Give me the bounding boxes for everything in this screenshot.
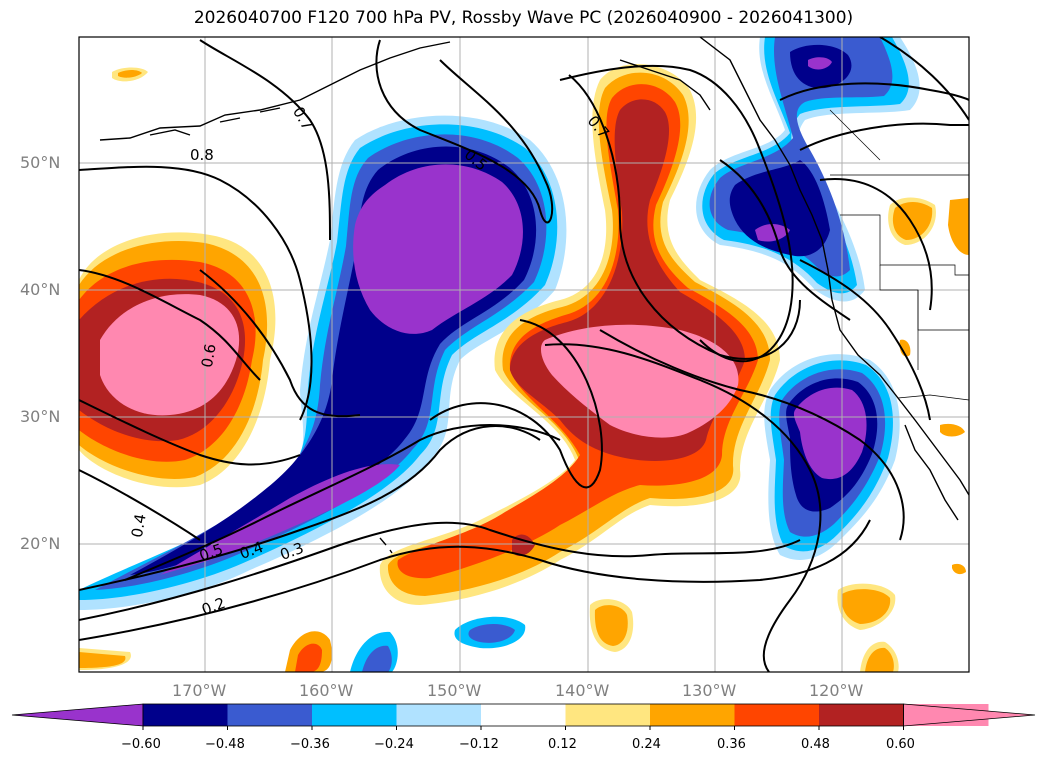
longitude-label: 150°W (427, 681, 482, 700)
colorbar-tick-label: 0.12 (548, 737, 577, 752)
pv-positive-small-se2-orange (865, 647, 894, 672)
political-borders (829, 109, 969, 401)
colorbar-segment (565, 704, 651, 726)
pv-positive-small-e2 (948, 198, 969, 255)
colorbar-tick-label: −0.24 (374, 737, 414, 752)
colorbar-segment (143, 704, 228, 726)
longitude-label: 130°W (682, 681, 737, 700)
latitude-label: 20°N (20, 534, 61, 553)
colorbar-segment (734, 704, 820, 726)
colorbar (11, 703, 1036, 730)
pv-positive-small-nw-orange (118, 70, 142, 78)
pv-positive-small-s4-orange (594, 605, 628, 646)
pv-positive-south-darkred (512, 534, 535, 556)
colorbar-tick-label: 0.48 (801, 737, 830, 752)
colorbar-segment (819, 704, 904, 726)
colorbar-extend-min (11, 703, 144, 727)
pv-positive-small-sw-orange (79, 652, 126, 668)
pv-positive-small-e4 (952, 563, 966, 575)
contour-label: 0.4 (128, 512, 150, 539)
pv-negative-se-purple (793, 387, 867, 480)
longitude-label: 140°W (555, 681, 610, 700)
colorbar-frame (142, 703, 904, 727)
pv-negative-small-s2-blue (362, 645, 392, 672)
map-title: 2026040700 F120 700 hPa PV, Rossby Wave … (193, 8, 854, 28)
pv-negative-central-purple (353, 164, 523, 334)
contour-label: 0.7 (289, 104, 317, 134)
map-frame (78, 36, 970, 673)
contour-label: 0.8 (190, 146, 214, 164)
pv-anomaly-fill (79, 37, 969, 672)
pv-contours (79, 37, 969, 672)
pv-positive-small-e3 (940, 423, 965, 437)
pv-positive-small-e5 (899, 339, 911, 357)
contour-label: 0.2 (199, 594, 228, 619)
colorbar-segment (396, 704, 482, 726)
colorbar-segment (227, 704, 313, 726)
pv-negative-small-s3-blue (468, 624, 515, 643)
longitude-label: 160°W (299, 681, 354, 700)
colorbar-segment (481, 704, 566, 726)
latitude-label: 50°N (20, 153, 61, 172)
colorbar-tick-label: −0.48 (205, 737, 245, 752)
colorbar-tick-label: 0.24 (632, 737, 661, 752)
colorbar-segment (312, 704, 397, 726)
longitude-label: 170°W (172, 681, 227, 700)
pv-positive-west-pink (100, 294, 240, 416)
latitude-label: 30°N (20, 407, 61, 426)
pv-positive-small-se1-orange (841, 589, 891, 624)
pv-positive-east-pink (540, 324, 739, 438)
colorbar-tick-label: 0.36 (717, 737, 746, 752)
latitude-label: 40°N (20, 280, 61, 299)
pv-positive-small-s1-red (295, 643, 322, 672)
colorbar-tick-label: −0.12 (459, 737, 499, 752)
longitude-label: 120°W (809, 681, 864, 700)
colorbar-tick-label: −0.60 (121, 737, 161, 752)
colorbar-segment (650, 704, 735, 726)
contour-label: 0.6 (198, 342, 220, 369)
colorbar-tick-label: −0.36 (290, 737, 330, 752)
colorbar-tick-label: 0.60 (886, 737, 915, 752)
graticule (79, 37, 969, 672)
pv-negative-sw-purple (160, 464, 400, 575)
